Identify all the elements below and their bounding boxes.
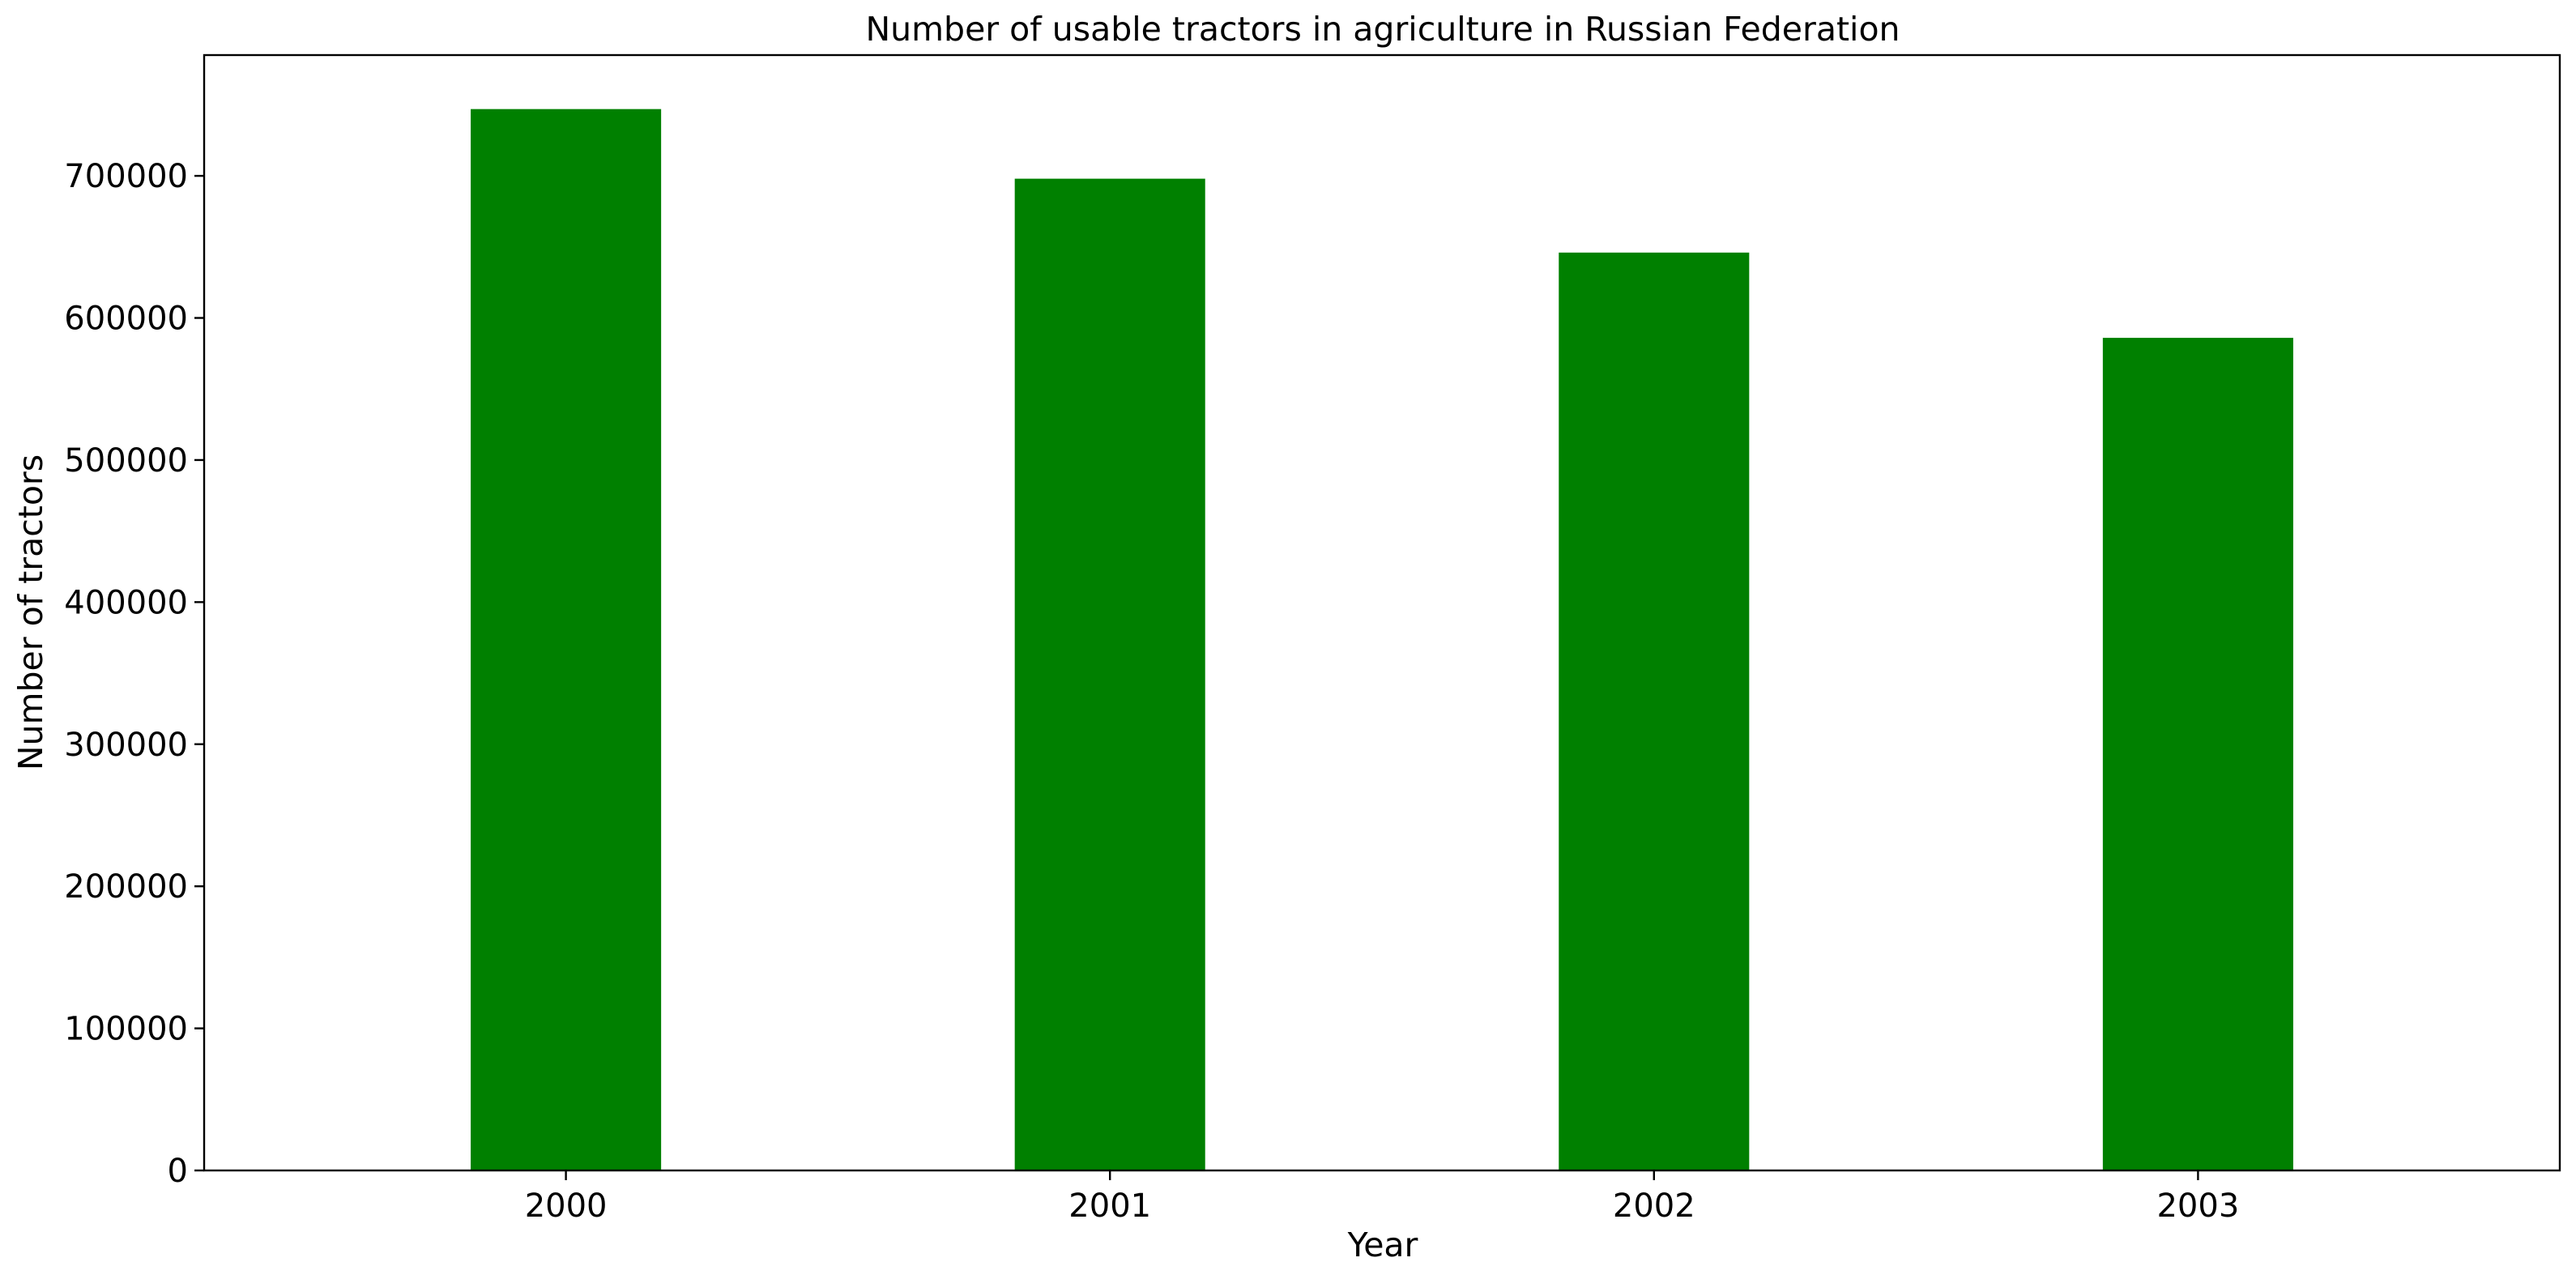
y-tick-label: 300000 — [64, 727, 188, 764]
y-tick-label: 600000 — [64, 301, 188, 338]
y-axis-label: Number of tractors — [11, 454, 50, 770]
y-tick-label: 400000 — [64, 584, 188, 621]
x-tick-label: 2003 — [2156, 1187, 2239, 1225]
bar-2000 — [471, 109, 662, 1170]
bars-group — [471, 109, 2293, 1171]
y-tick-label: 500000 — [64, 442, 188, 480]
y-tick-label: 100000 — [64, 1011, 188, 1048]
plot-frame — [203, 53, 2561, 1172]
x-tick-label: 2002 — [1613, 1187, 1695, 1225]
x-tick-label: 2001 — [1068, 1187, 1151, 1225]
y-tick-label: 700000 — [64, 158, 188, 195]
x-axis-ticks: 2000 2001 2002 2003 — [525, 1170, 2239, 1225]
bar-2001 — [1014, 178, 1205, 1170]
y-tick-label: 200000 — [64, 868, 188, 906]
bar-2002 — [1559, 252, 1750, 1171]
x-axis-label: Year — [1347, 1226, 1418, 1264]
x-tick-label: 2000 — [525, 1187, 608, 1225]
chart-title: Number of usable tractors in agriculture… — [865, 10, 1900, 49]
bar-2003 — [2102, 338, 2293, 1171]
y-tick-label: 0 — [168, 1153, 188, 1190]
y-axis-ticks: 0 100000 200000 300000 400000 500000 600000 700… — [64, 158, 204, 1190]
